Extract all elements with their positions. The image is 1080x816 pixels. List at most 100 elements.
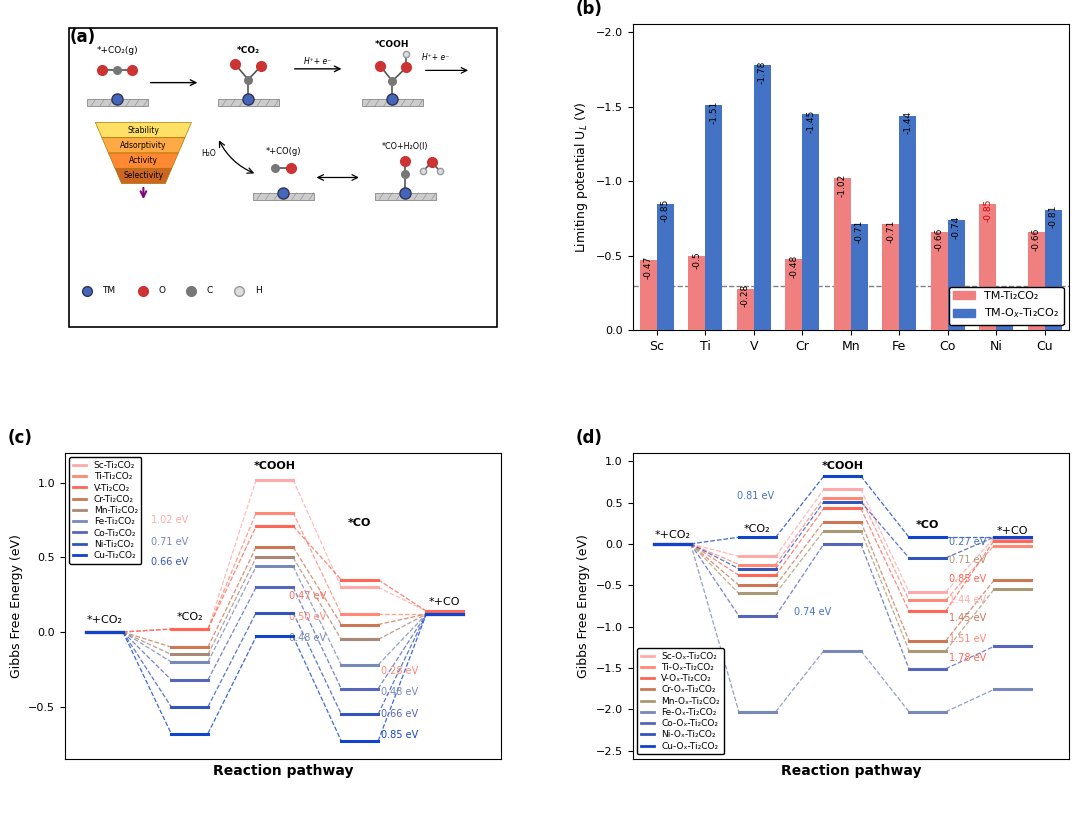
Text: -0.71: -0.71 (887, 220, 895, 243)
Text: 0.47 eV: 0.47 eV (288, 591, 326, 601)
Text: TM: TM (102, 286, 116, 295)
Text: *+CO: *+CO (997, 526, 1028, 535)
Polygon shape (95, 122, 191, 138)
Bar (375, 193, 436, 199)
Bar (882, 224, 900, 330)
Bar (705, 105, 723, 330)
Text: 0.66 eV: 0.66 eV (381, 709, 418, 719)
Text: -0.85: -0.85 (984, 199, 993, 223)
Text: *CO₂: *CO₂ (237, 46, 260, 55)
Text: -0.71: -0.71 (855, 220, 864, 243)
Text: 0.66 eV: 0.66 eV (151, 557, 188, 567)
Polygon shape (102, 138, 185, 153)
Y-axis label: Limiting potential U$_L$ (V): Limiting potential U$_L$ (V) (573, 102, 590, 253)
Text: (a): (a) (69, 28, 95, 46)
Text: 0.71 eV: 0.71 eV (151, 538, 188, 548)
Text: 0.81 eV: 0.81 eV (738, 491, 774, 501)
Legend: Sc-Ti₂CO₂, Ti-Ti₂CO₂, V-Ti₂CO₂, Cr-Ti₂CO₂, Mn-Ti₂CO₂, Fe-Ti₂CO₂, Co-Ti₂CO₂, Ni-T: Sc-Ti₂CO₂, Ti-Ti₂CO₂, V-Ti₂CO₂, Cr-Ti₂CO… (69, 458, 141, 564)
Text: -0.66: -0.66 (935, 228, 944, 251)
Text: (d): (d) (576, 428, 603, 447)
Bar (362, 100, 423, 106)
Text: -0.27: -0.27 (1000, 286, 1010, 309)
Text: C: C (206, 286, 213, 295)
Text: *COOH: *COOH (375, 40, 409, 49)
X-axis label: Reaction pathway: Reaction pathway (781, 765, 921, 778)
Bar (737, 289, 754, 330)
Bar (218, 100, 279, 106)
Text: -0.66: -0.66 (1032, 228, 1041, 251)
Bar (1028, 232, 1045, 330)
Text: Activity: Activity (129, 156, 158, 165)
Bar (997, 290, 1013, 330)
Bar (980, 204, 997, 330)
Text: -1.45: -1.45 (807, 109, 815, 133)
Text: -0.28: -0.28 (741, 284, 750, 308)
Bar (834, 178, 851, 330)
Text: Stability: Stability (127, 126, 160, 135)
Text: 0.48 eV: 0.48 eV (381, 687, 418, 697)
Text: Adsorptivity: Adsorptivity (120, 141, 166, 150)
Bar (1045, 210, 1062, 330)
Text: 1.02 eV: 1.02 eV (151, 515, 188, 525)
Text: -0.81: -0.81 (1049, 205, 1058, 228)
Text: *CO: *CO (348, 517, 372, 527)
Bar (657, 204, 674, 330)
Text: -1.51: -1.51 (710, 100, 718, 124)
Text: 0.74 eV: 0.74 eV (794, 606, 832, 617)
Text: -1.44: -1.44 (903, 111, 913, 134)
Text: *COOH: *COOH (822, 461, 863, 471)
Text: *CO₂: *CO₂ (744, 524, 771, 534)
Text: -0.74: -0.74 (951, 215, 961, 239)
Text: 1.78 eV: 1.78 eV (949, 653, 986, 663)
Text: 0.48 eV: 0.48 eV (288, 633, 326, 643)
Text: 0.27 eV: 0.27 eV (949, 537, 986, 548)
Text: H: H (255, 286, 261, 295)
Text: -1.02: -1.02 (838, 174, 847, 197)
Polygon shape (108, 153, 178, 168)
Text: (b): (b) (576, 0, 603, 19)
Y-axis label: Gibbs Free Energy (eV): Gibbs Free Energy (eV) (577, 534, 590, 678)
Text: H⁺+ e⁻: H⁺+ e⁻ (422, 53, 449, 62)
Bar (900, 116, 916, 330)
Text: H₂O: H₂O (202, 149, 216, 158)
Text: H⁺+ e⁻: H⁺+ e⁻ (305, 56, 332, 65)
Bar (931, 232, 948, 330)
Bar (948, 220, 964, 330)
Bar (69, 28, 497, 327)
Bar (86, 100, 148, 106)
Text: 1.45 eV: 1.45 eV (949, 614, 986, 623)
Text: -1.78: -1.78 (758, 60, 767, 84)
Text: 0.28 eV: 0.28 eV (381, 666, 419, 676)
Text: -0.47: -0.47 (644, 256, 652, 279)
Text: *CO₂: *CO₂ (176, 611, 203, 622)
Bar (639, 260, 657, 330)
Text: O: O (159, 286, 165, 295)
Text: *+CO: *+CO (429, 596, 460, 606)
Legend: Sc-Oₓ-Ti₂CO₂, Ti-Oₓ-Ti₂CO₂, V-Oₓ-Ti₂CO₂, Cr-Oₓ-Ti₂CO₂, Mn-Oₓ-Ti₂CO₂, Fe-Oₓ-Ti₂CO: Sc-Oₓ-Ti₂CO₂, Ti-Oₓ-Ti₂CO₂, V-Oₓ-Ti₂CO₂,… (637, 648, 724, 754)
Legend: TM-Ti₂CO₂, TM-O$_x$-Ti₂CO₂: TM-Ti₂CO₂, TM-O$_x$-Ti₂CO₂ (949, 286, 1064, 325)
Bar (802, 114, 820, 330)
Bar (688, 256, 705, 330)
Bar (754, 64, 771, 330)
Text: -0.5: -0.5 (692, 251, 701, 269)
Text: -0.85: -0.85 (661, 199, 670, 223)
Bar (851, 224, 868, 330)
Text: 0.85 eV: 0.85 eV (381, 730, 419, 740)
Text: 1.51 eV: 1.51 eV (949, 634, 986, 644)
Text: *+CO₂(g): *+CO₂(g) (96, 46, 138, 55)
Polygon shape (114, 168, 172, 184)
Text: 0.71 eV: 0.71 eV (949, 556, 986, 565)
Text: *+CO₂: *+CO₂ (654, 530, 690, 539)
Text: *+CO₂: *+CO₂ (86, 614, 122, 624)
Text: *CO: *CO (916, 520, 940, 530)
X-axis label: Reaction pathway: Reaction pathway (213, 765, 353, 778)
Text: Selectivity: Selectivity (123, 171, 163, 180)
Text: 1.44 eV: 1.44 eV (949, 595, 986, 605)
Text: *CO+H₂O(l): *CO+H₂O(l) (382, 143, 429, 152)
Text: 0.85 eV: 0.85 eV (949, 574, 986, 583)
Y-axis label: Gibbs Free Energy (eV): Gibbs Free Energy (eV) (10, 534, 23, 678)
Text: 0.50 eV: 0.50 eV (288, 612, 326, 622)
Text: *COOH: *COOH (254, 461, 296, 471)
Bar (253, 193, 313, 199)
Text: *+CO(g): *+CO(g) (266, 147, 301, 156)
